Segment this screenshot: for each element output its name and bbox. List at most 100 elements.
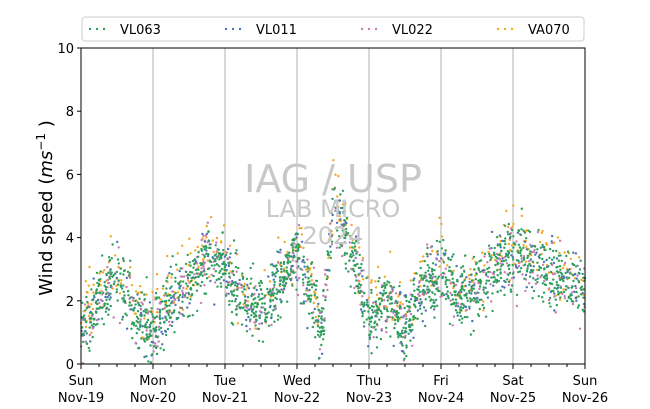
data-point bbox=[334, 199, 337, 203]
data-point bbox=[317, 333, 320, 337]
data-point bbox=[232, 239, 236, 242]
data-point bbox=[227, 272, 231, 275]
data-point bbox=[361, 275, 364, 278]
data-point bbox=[170, 302, 173, 305]
data-point bbox=[454, 309, 458, 312]
data-point bbox=[544, 283, 548, 287]
data-point bbox=[175, 263, 178, 266]
data-point bbox=[277, 314, 280, 317]
data-point bbox=[375, 311, 378, 314]
data-point bbox=[84, 325, 88, 329]
data-point bbox=[374, 280, 377, 283]
data-point bbox=[548, 256, 551, 260]
data-point bbox=[521, 273, 524, 276]
data-point bbox=[424, 309, 427, 312]
legend-label: VL022 bbox=[392, 23, 433, 38]
x-tick-date: Nov-26 bbox=[562, 391, 608, 406]
data-point bbox=[314, 288, 317, 291]
data-point bbox=[572, 251, 575, 254]
data-point bbox=[165, 305, 168, 308]
data-point bbox=[129, 259, 132, 262]
data-point bbox=[250, 314, 253, 317]
data-point bbox=[464, 293, 468, 296]
data-point bbox=[404, 322, 407, 325]
data-point bbox=[125, 285, 128, 289]
data-point bbox=[380, 299, 384, 303]
data-point bbox=[536, 248, 539, 251]
data-point bbox=[477, 279, 480, 283]
data-point bbox=[252, 315, 256, 319]
data-point bbox=[449, 291, 452, 295]
legend-marker bbox=[496, 27, 500, 31]
data-point bbox=[520, 228, 523, 231]
data-point bbox=[307, 297, 310, 301]
data-point bbox=[382, 305, 386, 308]
data-point bbox=[468, 291, 471, 294]
data-point bbox=[503, 293, 506, 297]
data-point bbox=[158, 317, 162, 321]
data-point bbox=[538, 253, 541, 257]
data-point bbox=[110, 257, 114, 260]
data-point bbox=[375, 346, 379, 349]
data-point bbox=[165, 318, 168, 322]
data-point bbox=[386, 280, 389, 283]
data-point bbox=[84, 340, 88, 343]
data-point bbox=[443, 254, 446, 257]
data-point bbox=[408, 319, 411, 322]
data-point bbox=[389, 285, 393, 288]
data-point bbox=[479, 259, 483, 262]
data-point bbox=[338, 199, 341, 202]
data-point bbox=[339, 193, 342, 196]
data-point bbox=[540, 231, 544, 235]
data-point bbox=[197, 255, 200, 258]
data-point bbox=[322, 288, 325, 292]
data-point bbox=[478, 287, 481, 291]
watermark: IAG / USP LAB MICRO 2024 bbox=[244, 157, 422, 250]
data-point bbox=[228, 303, 231, 306]
data-point bbox=[403, 306, 406, 310]
data-point bbox=[194, 260, 198, 263]
data-point bbox=[151, 290, 154, 294]
data-point bbox=[120, 279, 123, 282]
data-point bbox=[158, 328, 161, 331]
data-point bbox=[303, 261, 306, 264]
data-point bbox=[105, 298, 108, 302]
data-point bbox=[235, 313, 238, 316]
data-point bbox=[426, 264, 429, 267]
data-point bbox=[500, 260, 504, 263]
data-point bbox=[451, 277, 454, 280]
data-point bbox=[134, 324, 138, 327]
data-point bbox=[463, 315, 467, 319]
data-point bbox=[356, 262, 359, 266]
data-point bbox=[204, 292, 208, 295]
data-point bbox=[219, 269, 222, 273]
data-point bbox=[157, 340, 160, 343]
data-point bbox=[83, 330, 87, 333]
data-point bbox=[95, 271, 99, 275]
data-point bbox=[349, 253, 352, 256]
data-point bbox=[91, 298, 94, 302]
data-point bbox=[298, 276, 301, 280]
x-axis: SunNov-19MonNov-20TueNov-21WedNov-22ThuN… bbox=[58, 364, 608, 406]
data-point bbox=[103, 302, 107, 305]
data-point bbox=[253, 286, 256, 290]
data-point bbox=[458, 311, 461, 314]
data-point bbox=[195, 262, 199, 265]
data-point bbox=[205, 273, 208, 276]
data-point bbox=[249, 307, 252, 311]
data-point bbox=[383, 298, 386, 302]
data-point bbox=[316, 305, 319, 308]
data-point bbox=[190, 276, 193, 280]
data-point bbox=[225, 294, 228, 297]
data-point bbox=[563, 264, 566, 267]
data-point bbox=[246, 300, 250, 303]
data-point bbox=[336, 208, 339, 212]
data-point bbox=[356, 285, 360, 288]
data-point bbox=[151, 320, 154, 323]
data-point bbox=[152, 341, 155, 344]
data-point bbox=[436, 253, 440, 256]
data-point bbox=[460, 290, 463, 294]
data-point bbox=[125, 276, 129, 280]
data-point bbox=[132, 296, 135, 300]
data-point bbox=[405, 299, 408, 303]
